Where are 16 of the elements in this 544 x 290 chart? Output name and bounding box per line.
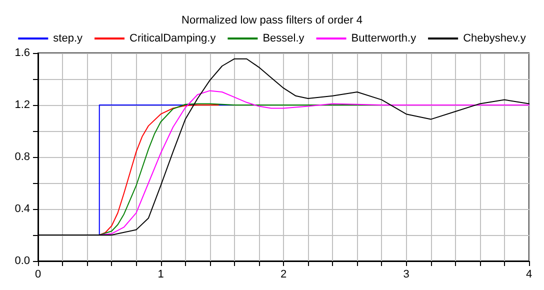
x-tick-label: 2 [280,268,287,280]
y-tick-label: 1.6 [14,47,30,59]
y-tick-label: 0.8 [14,151,30,163]
legend-label: Bessel.y [262,32,305,44]
y-tick-label: 0.0 [14,255,30,267]
legend-label: Butterworth.y [351,32,417,44]
x-tick-label: 3 [403,268,410,280]
legend-label: step.y [53,32,84,44]
chart-title: Normalized low pass filters of order 4 [182,14,362,26]
y-tick-label: 0.4 [14,203,30,215]
y-tick-label: 1.2 [14,99,30,111]
legend-label: Chebyshev.y [463,32,526,44]
x-tick-label: 0 [34,268,42,280]
legend-label: CriticalDamping.y [130,32,216,44]
x-tick-label: 4 [526,268,532,280]
x-tick-label: 1 [158,268,164,280]
